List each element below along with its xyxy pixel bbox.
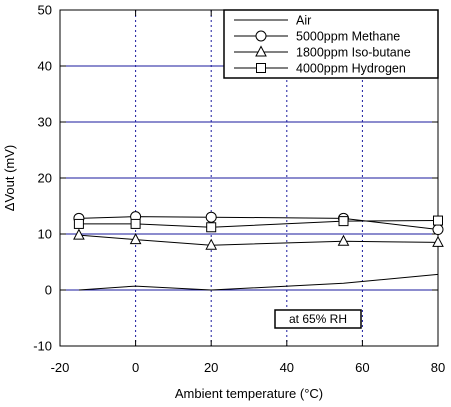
- series-1800ppm-iso-butane: [73, 228, 444, 250]
- square-marker: [73, 218, 84, 229]
- legend-label: 4000ppm Hydrogen: [296, 62, 406, 76]
- y-axis-label: ΔVout (mV): [2, 145, 17, 211]
- x-tick-label: -20: [51, 360, 70, 375]
- series-layer: [73, 211, 444, 291]
- annotation-text: at 65% RH: [289, 312, 347, 326]
- x-axis-label: Ambient temperature (°C): [175, 386, 323, 401]
- y-tick-label: 40: [38, 59, 52, 74]
- circle-marker: [432, 224, 444, 236]
- y-tick-label: 0: [45, 283, 52, 298]
- legend-item: 4000ppm Hydrogen: [234, 62, 406, 76]
- square-marker: [338, 216, 349, 227]
- series-5000ppm-methane: [73, 211, 444, 236]
- legend-item: 1800ppm Iso-butane: [234, 45, 411, 60]
- triangle-marker: [255, 45, 267, 57]
- legend-item: Air: [234, 14, 311, 28]
- legend-label: 5000ppm Methane: [296, 30, 400, 44]
- y-tick-label: 10: [38, 227, 52, 242]
- y-tick-label: -10: [33, 339, 52, 354]
- legend-label: 1800ppm Iso-butane: [296, 46, 411, 60]
- series-line: [78, 273, 439, 291]
- y-tick-label: 20: [38, 171, 52, 186]
- triangle-marker: [205, 238, 218, 250]
- annotation-box: at 65% RH: [274, 309, 362, 329]
- triangle-marker: [129, 233, 142, 245]
- x-tick-label: 40: [280, 360, 294, 375]
- series-4000ppm-hydrogen: [73, 215, 443, 233]
- x-tick-label: 20: [204, 360, 218, 375]
- triangle-marker: [432, 235, 444, 247]
- x-tick-label: 80: [431, 360, 445, 375]
- series-air: [78, 273, 439, 291]
- square-marker: [130, 218, 141, 229]
- triangle-marker: [337, 234, 350, 246]
- legend: Air 5000ppm Methane 1800ppm Iso-butane 4000…: [223, 9, 439, 79]
- y-tick-label: 30: [38, 115, 52, 130]
- square-marker: [206, 222, 217, 233]
- x-tick-label: 0: [132, 360, 139, 375]
- triangle-marker: [73, 228, 85, 240]
- square-marker: [433, 215, 443, 226]
- x-tick-label: 60: [355, 360, 369, 375]
- legend-label: Air: [296, 14, 311, 28]
- legend-item: 5000ppm Methane: [234, 30, 400, 44]
- y-tick-label: 50: [38, 3, 52, 18]
- circle-marker: [255, 30, 267, 42]
- circle-marker: [205, 211, 217, 223]
- ticks: -20 0 20 40 60 80 -10 0 10 20 30 40 50: [33, 3, 445, 376]
- square-marker: [256, 63, 266, 73]
